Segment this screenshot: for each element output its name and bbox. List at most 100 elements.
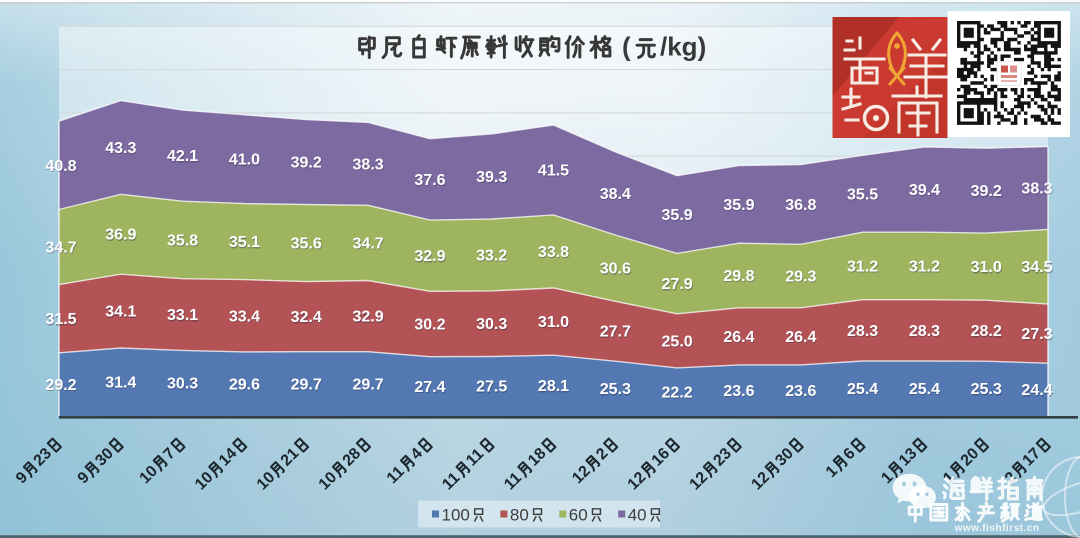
svg-text:24.4: 24.4 — [1021, 382, 1052, 399]
svg-text:31.2: 31.2 — [909, 259, 940, 276]
svg-text:37.6: 37.6 — [415, 173, 446, 190]
svg-text:25.4: 25.4 — [847, 381, 878, 398]
svg-text:33.2: 33.2 — [477, 249, 508, 266]
svg-text:29.8: 29.8 — [723, 268, 754, 285]
svg-text:39.2: 39.2 — [291, 155, 322, 172]
svg-text:25.0: 25.0 — [662, 335, 693, 352]
svg-text:23.6: 23.6 — [786, 384, 817, 401]
svg-text:35.5: 35.5 — [847, 186, 878, 203]
svg-text:31.0: 31.0 — [539, 315, 570, 332]
svg-text:43.3: 43.3 — [105, 140, 136, 157]
svg-text:(: ( — [622, 31, 631, 61]
svg-text:31.0: 31.0 — [971, 260, 1002, 277]
svg-text:31.2: 31.2 — [910, 260, 941, 277]
svg-text:22.2: 22.2 — [662, 386, 693, 403]
svg-text:25.3: 25.3 — [971, 381, 1002, 398]
svg-text:32.4: 32.4 — [291, 309, 322, 326]
svg-text:24.4: 24.4 — [1022, 383, 1053, 400]
svg-text:34.7: 34.7 — [353, 237, 384, 254]
svg-text:29.7: 29.7 — [291, 378, 322, 395]
svg-text:28.2: 28.2 — [971, 324, 1002, 341]
svg-text:39.2: 39.2 — [971, 184, 1002, 201]
svg-text:29.7: 29.7 — [353, 376, 384, 393]
svg-text:29.3: 29.3 — [785, 269, 816, 286]
svg-text:22.2: 22.2 — [662, 385, 693, 402]
svg-text:41.5: 41.5 — [538, 162, 569, 179]
svg-text:30.3: 30.3 — [477, 317, 508, 334]
svg-text:31.0: 31.0 — [971, 259, 1002, 276]
svg-text:30.2: 30.2 — [414, 317, 445, 334]
svg-text:32.9: 32.9 — [415, 249, 446, 266]
svg-text:30.3: 30.3 — [168, 377, 199, 394]
svg-text:23.6: 23.6 — [724, 384, 755, 401]
svg-text:www.fishfirst.cn: www.fishfirst.cn — [954, 523, 1040, 534]
svg-text:28.1: 28.1 — [538, 378, 569, 395]
svg-text:23.6: 23.6 — [785, 383, 816, 400]
svg-text:34.5: 34.5 — [1021, 259, 1052, 276]
svg-text:38.4: 38.4 — [600, 186, 631, 203]
svg-text:29.2: 29.2 — [46, 378, 77, 395]
svg-text:33.8: 33.8 — [538, 244, 569, 261]
svg-text:35.6: 35.6 — [291, 236, 322, 253]
svg-text:31.4: 31.4 — [106, 376, 137, 393]
svg-text:38.4: 38.4 — [600, 187, 631, 204]
svg-text:30.6: 30.6 — [600, 262, 631, 279]
svg-text:25.3: 25.3 — [600, 382, 631, 399]
svg-text:25.3: 25.3 — [971, 382, 1002, 399]
svg-text:35.9: 35.9 — [662, 208, 693, 225]
svg-text:35.1: 35.1 — [230, 235, 261, 252]
svg-text:34.7: 34.7 — [353, 235, 384, 252]
svg-text:29.6: 29.6 — [230, 378, 261, 395]
svg-text:36.8: 36.8 — [785, 197, 816, 214]
svg-text:41.5: 41.5 — [539, 164, 570, 181]
svg-text:35.6: 35.6 — [291, 237, 322, 254]
svg-text:32.9: 32.9 — [353, 309, 384, 326]
svg-text:33.4: 33.4 — [229, 308, 260, 325]
svg-text:32.9: 32.9 — [353, 310, 384, 327]
svg-text:/kg): /kg) — [660, 31, 706, 61]
svg-text:28.1: 28.1 — [539, 379, 570, 396]
svg-text:29.3: 29.3 — [786, 270, 817, 287]
svg-text:28.3: 28.3 — [848, 324, 879, 341]
svg-text:25.4: 25.4 — [910, 382, 941, 399]
svg-text:27.3: 27.3 — [1021, 326, 1052, 343]
svg-text:60: 60 — [569, 506, 588, 525]
svg-text:34.5: 34.5 — [1022, 260, 1053, 277]
svg-text:30.3: 30.3 — [476, 316, 507, 333]
svg-text:80: 80 — [510, 506, 529, 525]
svg-text:33.8: 33.8 — [539, 245, 570, 262]
svg-text:31.0: 31.0 — [538, 314, 569, 331]
svg-text:35.8: 35.8 — [167, 233, 198, 250]
svg-text:34.7: 34.7 — [45, 240, 76, 257]
svg-text:41.0: 41.0 — [230, 153, 261, 170]
svg-text:29.7: 29.7 — [291, 376, 322, 393]
svg-text:35.8: 35.8 — [168, 234, 199, 251]
svg-text:25.3: 25.3 — [600, 381, 631, 398]
svg-text:26.4: 26.4 — [785, 329, 816, 346]
svg-text:42.1: 42.1 — [168, 149, 199, 166]
svg-text:30.3: 30.3 — [167, 376, 198, 393]
svg-text:33.1: 33.1 — [167, 307, 198, 324]
svg-text:36.9: 36.9 — [105, 227, 136, 244]
svg-text:38.3: 38.3 — [1022, 182, 1053, 199]
svg-text:27.4: 27.4 — [414, 379, 445, 396]
svg-text:27.7: 27.7 — [600, 324, 631, 341]
svg-text:34.7: 34.7 — [46, 241, 77, 258]
svg-text:27.9: 27.9 — [662, 277, 693, 294]
svg-text:25.4: 25.4 — [848, 382, 879, 399]
svg-text:40: 40 — [628, 506, 647, 525]
svg-text:29.6: 29.6 — [229, 377, 260, 394]
svg-text:33.1: 33.1 — [168, 308, 199, 325]
svg-text:31.2: 31.2 — [848, 260, 879, 277]
svg-text:31.2: 31.2 — [847, 259, 878, 276]
svg-text:40.8: 40.8 — [46, 159, 77, 176]
svg-text:27.9: 27.9 — [662, 276, 693, 293]
svg-text:38.3: 38.3 — [1021, 180, 1052, 197]
svg-text:25.0: 25.0 — [662, 333, 693, 350]
svg-text:100: 100 — [442, 506, 470, 525]
svg-text:34.1: 34.1 — [106, 305, 137, 322]
svg-text:33.4: 33.4 — [230, 310, 261, 327]
svg-text:35.9: 35.9 — [723, 197, 754, 214]
svg-text:42.1: 42.1 — [167, 148, 198, 165]
svg-text:38.3: 38.3 — [353, 156, 384, 173]
